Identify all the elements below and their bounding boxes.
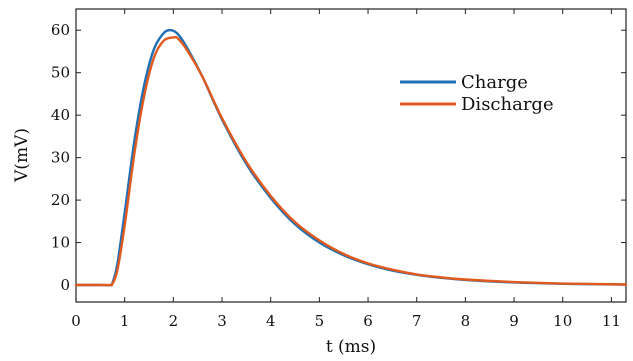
- series-layer: [74, 28, 628, 287]
- y-tick-label: 10: [51, 234, 70, 252]
- y-axis-label: V(mV): [12, 128, 32, 183]
- legend-label-discharge: Discharge: [461, 94, 554, 115]
- y-tick-label: 40: [51, 106, 70, 124]
- plot-frame: [75, 8, 627, 303]
- series-line-charge: [74, 28, 628, 287]
- x-tick-label: 2: [169, 312, 179, 330]
- x-tick-label: 0: [71, 312, 81, 330]
- y-tick-label: 60: [51, 21, 70, 39]
- x-tick-label: 11: [602, 312, 621, 330]
- x-tick-label: 9: [509, 312, 519, 330]
- y-tick-label: 50: [51, 64, 70, 82]
- x-tick-label: 4: [266, 312, 276, 330]
- x-tick-label: 8: [461, 312, 471, 330]
- x-tick-label: 10: [553, 312, 572, 330]
- axis-ticks: 0 1 2 3 4 5 6 7 8 9 10 11 0 10 20 30 40 50 60: [51, 9, 626, 330]
- y-tick-label: 20: [51, 191, 70, 209]
- x-axis-label: t (ms): [326, 337, 376, 357]
- x-tick-label: 5: [315, 312, 325, 330]
- x-tick-label: 3: [217, 312, 227, 330]
- legend-label-charge: Charge: [461, 72, 528, 93]
- series-line-discharge: [74, 35, 628, 287]
- legend: Charge Discharge: [400, 72, 554, 115]
- y-tick-label: 30: [51, 149, 70, 167]
- x-tick-label: 6: [363, 312, 373, 330]
- y-tick-label: 0: [60, 276, 70, 294]
- x-tick-label: 1: [120, 312, 130, 330]
- x-tick-label: 7: [412, 312, 422, 330]
